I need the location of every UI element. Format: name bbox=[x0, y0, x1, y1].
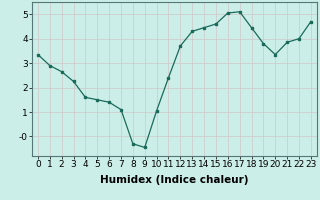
X-axis label: Humidex (Indice chaleur): Humidex (Indice chaleur) bbox=[100, 175, 249, 185]
